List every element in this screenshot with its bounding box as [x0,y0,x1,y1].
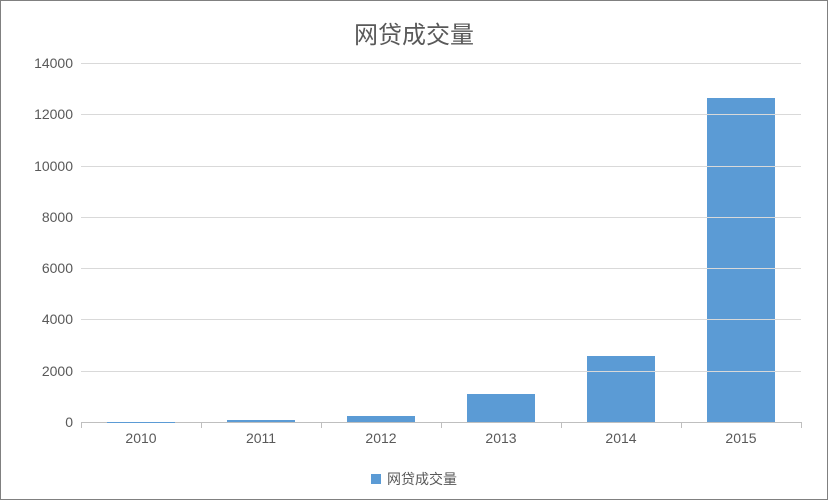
x-axis-tick [81,422,82,428]
y-axis-label: 8000 [42,209,73,225]
bars-group: 201020112012201320142015 [81,63,801,422]
y-axis-label: 2000 [42,363,73,379]
chart-title: 网贷成交量 [1,1,827,50]
y-axis-label: 6000 [42,260,73,276]
gridline [81,114,801,115]
bar [707,98,774,422]
legend-label: 网贷成交量 [387,469,457,489]
legend-swatch [371,474,381,484]
bar-slot: 2013 [441,63,561,422]
legend: 网贷成交量 [371,469,457,489]
gridline [81,217,801,218]
y-axis-label: 4000 [42,311,73,327]
y-axis-label: 10000 [34,158,73,174]
bar [347,416,414,422]
chart-container: 网贷成交量 201020112012201320142015 020004000… [0,0,828,500]
gridline [81,63,801,64]
x-axis-label: 2012 [365,430,396,446]
y-axis-label: 14000 [34,55,73,71]
gridline [81,371,801,372]
bar [227,420,294,422]
x-axis-label: 2013 [485,430,516,446]
gridline [81,166,801,167]
bar [587,356,654,422]
bar-slot: 2012 [321,63,441,422]
bar-slot: 2015 [681,63,801,422]
y-axis-label: 12000 [34,106,73,122]
x-axis-tick [801,422,802,428]
gridline [81,268,801,269]
bar-slot: 2011 [201,63,321,422]
x-axis-tick [201,422,202,428]
x-axis-tick [321,422,322,428]
x-axis-label: 2014 [605,430,636,446]
x-axis-tick [441,422,442,428]
y-axis-label: 0 [65,414,73,430]
bar-slot: 2010 [81,63,201,422]
gridline [81,319,801,320]
x-axis-label: 2011 [246,430,276,446]
bar [467,394,534,422]
x-axis-tick [681,422,682,428]
bar-slot: 2014 [561,63,681,422]
plot-area: 201020112012201320142015 020004000600080… [81,63,801,423]
x-axis-tick [561,422,562,428]
x-axis-label: 2010 [125,430,156,446]
x-axis-label: 2015 [725,430,756,446]
